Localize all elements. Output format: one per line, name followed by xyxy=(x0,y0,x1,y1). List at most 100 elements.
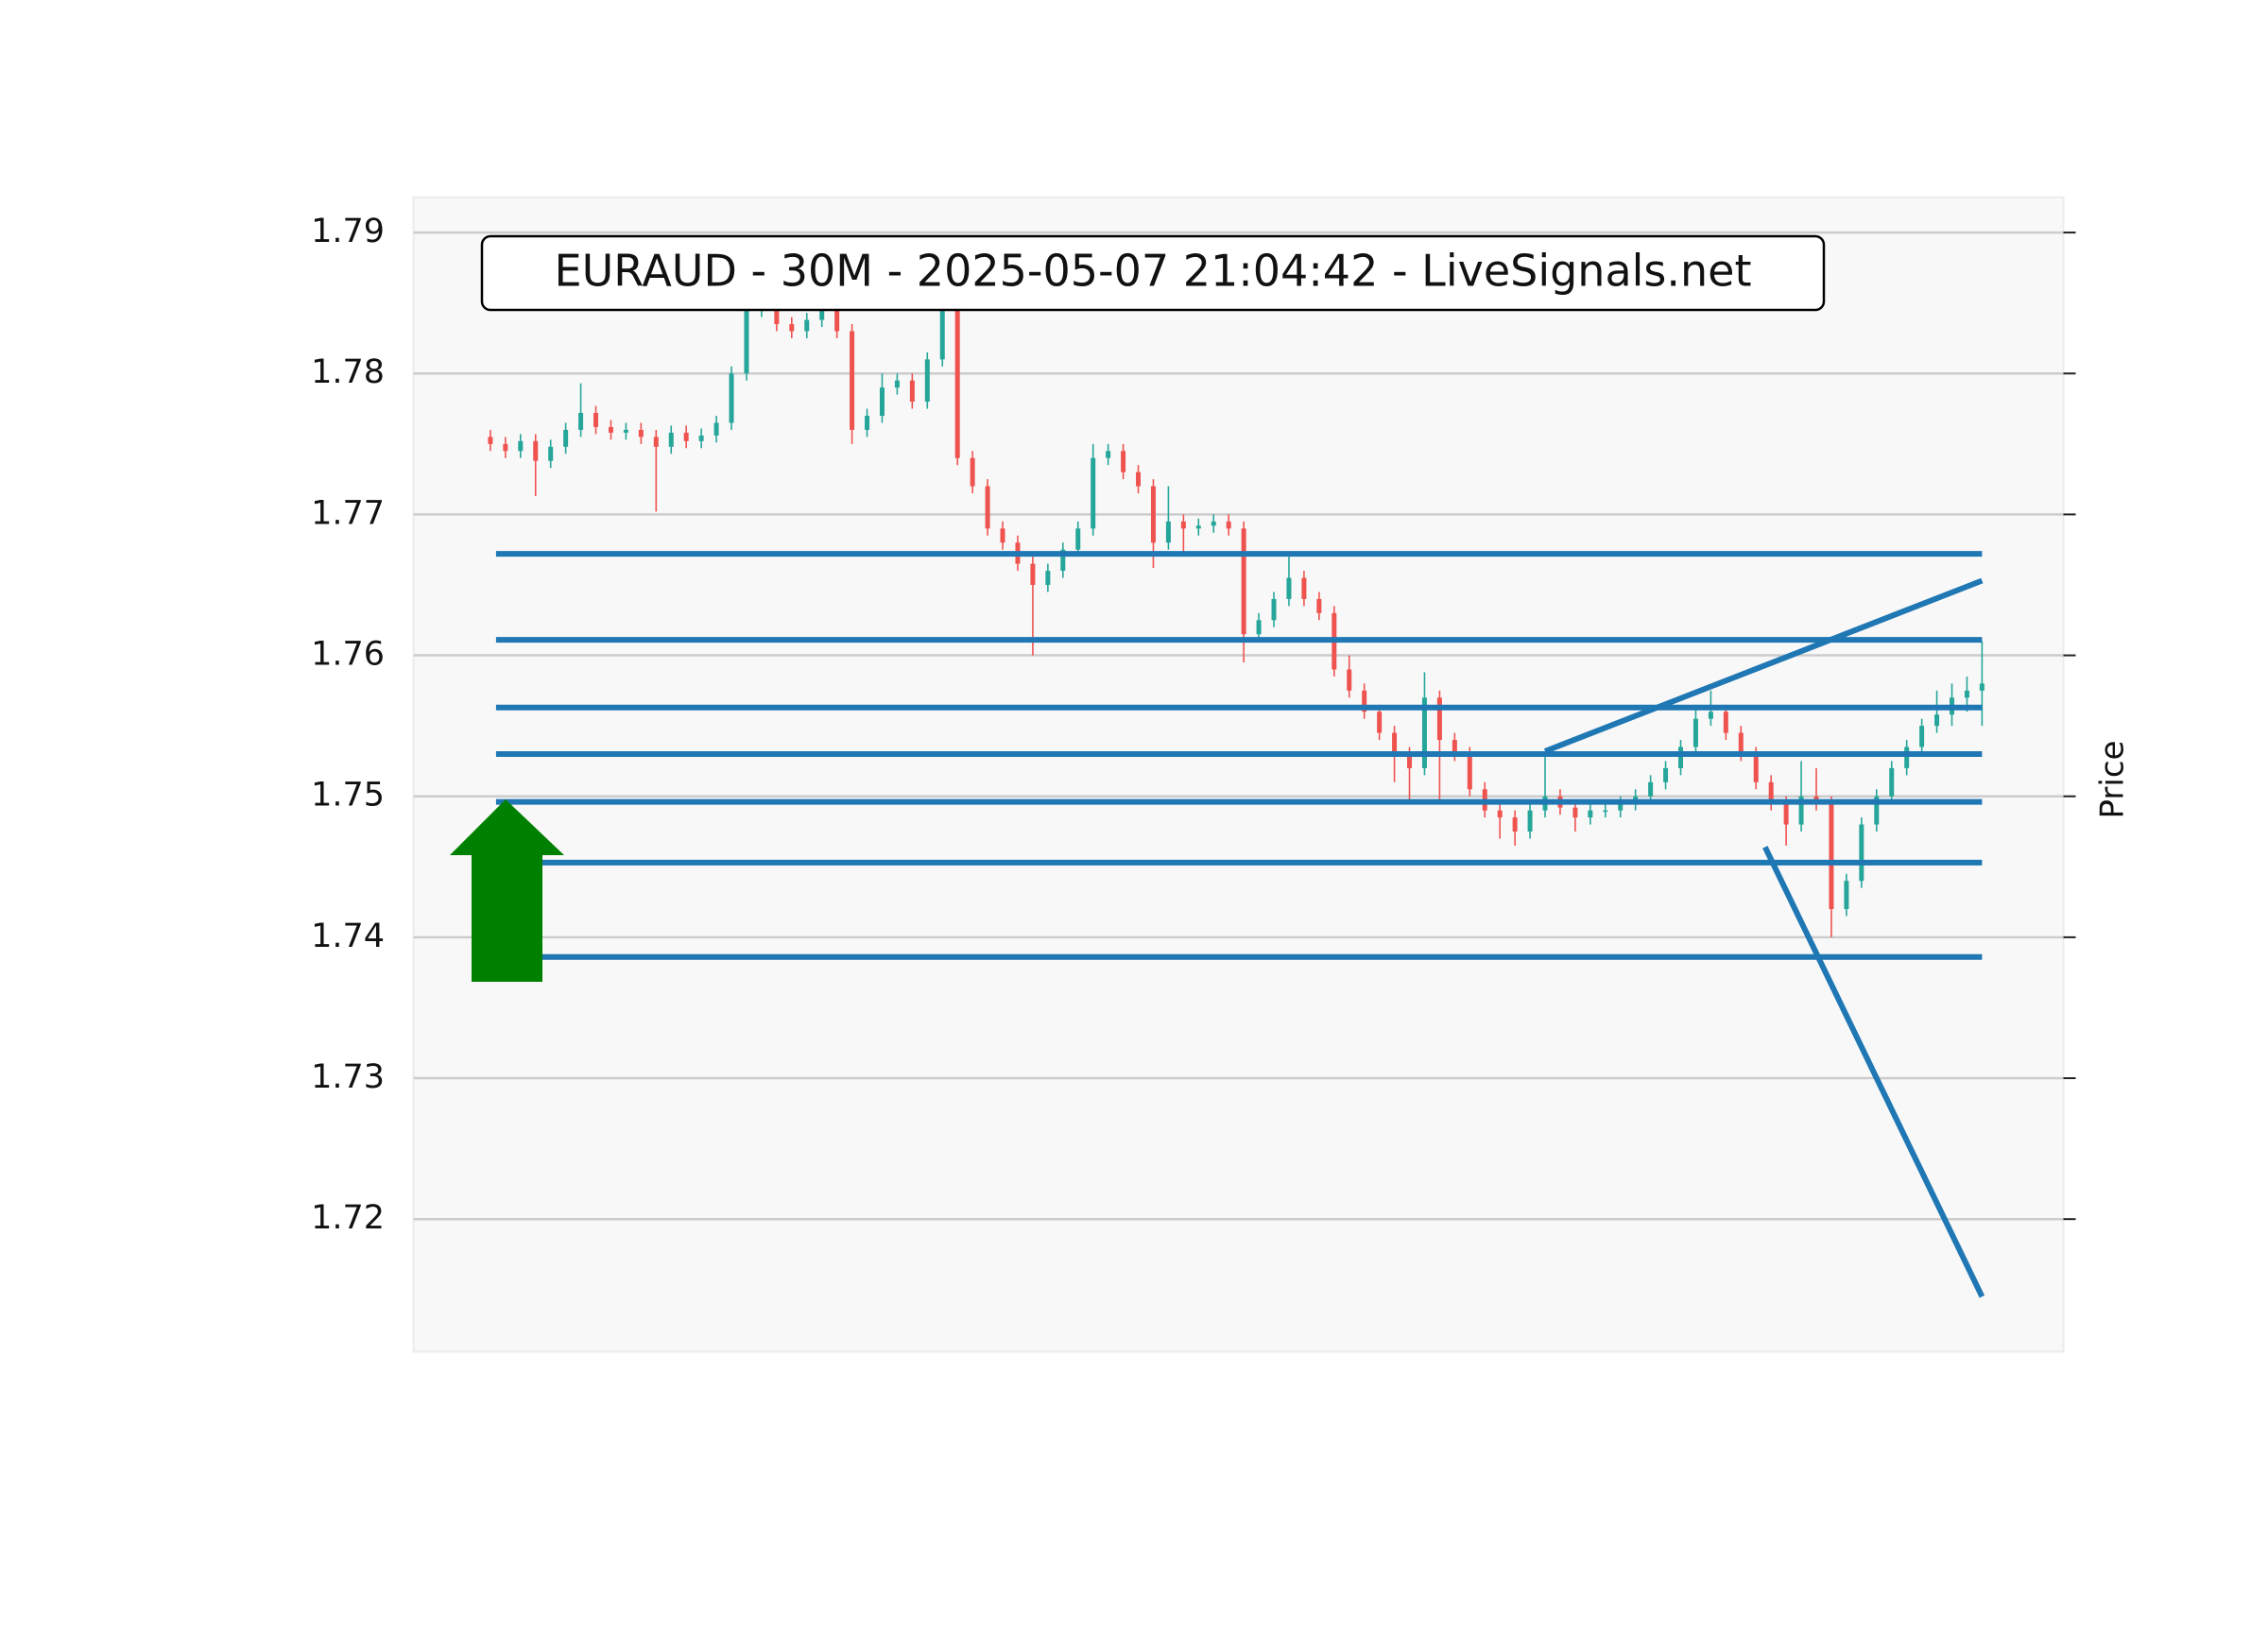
candle-body xyxy=(924,359,930,403)
candle-body xyxy=(518,440,524,452)
candle-body xyxy=(1512,817,1518,832)
buy-arrow xyxy=(450,799,564,982)
candle-body xyxy=(1106,451,1111,458)
candle-body xyxy=(1964,690,1969,698)
title-box xyxy=(480,234,1826,312)
candle-body xyxy=(970,457,975,487)
candle-body xyxy=(1286,577,1292,599)
candle-body xyxy=(1392,732,1398,754)
candle-body xyxy=(850,331,855,430)
candle-body xyxy=(1301,577,1307,599)
candle-body xyxy=(1527,810,1533,832)
candle-body xyxy=(623,429,628,433)
candle-body xyxy=(1874,796,1880,825)
candle-body xyxy=(1919,726,1925,747)
candle-body xyxy=(819,310,825,320)
candle-body xyxy=(1150,486,1156,543)
candle-body xyxy=(1362,690,1367,712)
plot-area xyxy=(412,196,2065,1353)
candle-body xyxy=(1407,753,1413,768)
candle-body xyxy=(1075,528,1081,550)
trend-line xyxy=(1762,846,1985,1298)
candle-body xyxy=(1783,803,1789,825)
candle-body xyxy=(488,437,493,444)
candle-body xyxy=(1934,714,1940,727)
candle-body xyxy=(1045,571,1051,585)
candle-body xyxy=(1692,718,1698,747)
candle-body xyxy=(1844,881,1849,910)
candle-body xyxy=(1723,712,1728,733)
candle-body xyxy=(1165,521,1171,543)
candle-body xyxy=(1889,767,1895,797)
candle-body xyxy=(1180,521,1186,529)
candle-body xyxy=(985,486,990,529)
candle-body xyxy=(1497,810,1503,818)
candle-body xyxy=(548,446,554,461)
candle-body xyxy=(608,426,613,433)
candle-body xyxy=(1588,810,1593,818)
candle-body xyxy=(1467,753,1472,790)
y-tick-label: 1.79 xyxy=(311,213,385,250)
candle-body xyxy=(1753,753,1759,782)
candle-body xyxy=(729,373,734,423)
candle-body xyxy=(1136,472,1142,487)
candle-body xyxy=(713,422,719,436)
y-tick-label: 1.74 xyxy=(311,918,385,955)
candle-body xyxy=(865,415,870,430)
candle-body xyxy=(1377,712,1383,733)
arrow-up xyxy=(450,799,564,982)
candle-body xyxy=(1271,598,1277,621)
candle-body xyxy=(1030,563,1036,585)
candle-body xyxy=(1256,620,1262,635)
chart-title: EURAUD - 30M - 2025-05-07 21:04:42 - Liv… xyxy=(555,246,1752,297)
candle-body xyxy=(1421,697,1427,768)
candle-body xyxy=(1798,796,1804,825)
candle-body xyxy=(638,429,644,438)
candle-body xyxy=(578,413,584,430)
candle-body xyxy=(593,413,599,427)
candle-body xyxy=(834,310,840,332)
y-tick-label: 1.72 xyxy=(311,1199,385,1237)
candle-body xyxy=(1618,803,1624,811)
y-tick-label: 1.78 xyxy=(311,353,385,391)
candle-body xyxy=(1829,803,1834,910)
candle-body xyxy=(1000,528,1005,543)
candle-body xyxy=(804,319,810,332)
candle-body xyxy=(774,302,780,325)
candle-body xyxy=(1226,521,1231,529)
candle-body xyxy=(1436,697,1442,741)
candle-body xyxy=(1979,683,1984,691)
y-axis-label: Price xyxy=(2094,741,2132,819)
candle-body xyxy=(1195,525,1201,529)
candle-body xyxy=(1121,451,1126,472)
candle-body xyxy=(1648,781,1654,797)
candle-body xyxy=(939,302,945,360)
plot-content xyxy=(413,231,2064,1298)
candle-body xyxy=(1768,781,1774,804)
candle-body xyxy=(563,429,569,447)
candle-body xyxy=(894,380,900,388)
candle-body xyxy=(1241,528,1246,635)
y-tick-label: 1.75 xyxy=(311,777,385,815)
y-tick-label: 1.73 xyxy=(311,1058,385,1096)
candle-body xyxy=(1452,740,1457,754)
candle-body xyxy=(1572,807,1578,818)
candle-body xyxy=(1316,598,1322,613)
candle-body xyxy=(683,432,689,441)
candle-body xyxy=(503,443,508,452)
y-tick-label: 1.76 xyxy=(311,636,385,674)
candle-body xyxy=(1347,669,1352,691)
candle-body xyxy=(698,435,704,441)
candle-body xyxy=(1708,712,1713,719)
candle-body xyxy=(954,302,960,458)
trend-line xyxy=(1543,577,1984,754)
candle-body xyxy=(1211,521,1216,526)
candle-body xyxy=(1678,746,1684,768)
candle-body xyxy=(653,437,659,447)
candle-body xyxy=(1738,732,1744,754)
y-tick-label: 1.77 xyxy=(311,494,385,532)
candle-body xyxy=(1904,746,1910,768)
candle-body xyxy=(1603,810,1608,813)
candle-body xyxy=(533,440,539,461)
